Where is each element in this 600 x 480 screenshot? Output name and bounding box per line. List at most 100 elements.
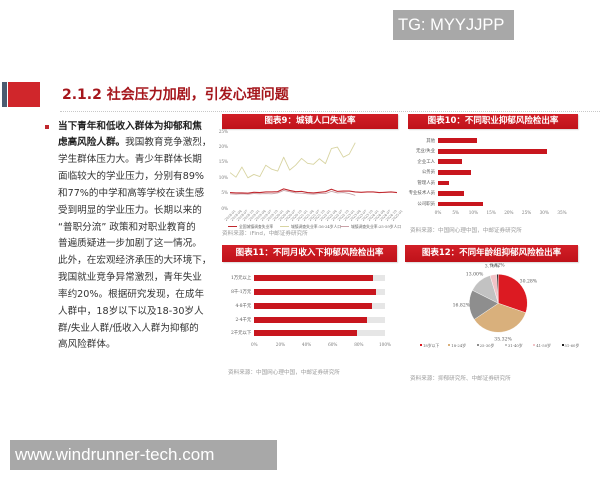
body-paragraph: 当下青年和低收入群体为抑郁和焦 虑高风险人群。我国教育竞争激烈， 学生群体压力大… [58,119,218,355]
chart-source: 资料来源：中国网心理中国，中邮证券研究所 [228,370,340,376]
body-text: 学生群体压力大。青少年群体长期 [58,154,202,166]
y-tick-label: 10% [218,174,228,180]
pie-slice [498,274,528,314]
data-bar [438,148,548,154]
legend-swatch [476,344,479,346]
body-text-line: 高风险群体。 [58,337,218,354]
legend-label: 全国城镇调查失业率 [239,224,274,230]
x-tick-label: 20% [275,341,286,347]
body-text-line: 和77%的中学和高等学校在读生感 [58,186,218,203]
legend-label: 25-30岁 [479,342,495,348]
slice-label: 13.00% [465,272,484,278]
body-text: “普职分流” 政策和对职业教育的 [58,221,196,233]
chart-source: 资料来源：中国网心理中国，中邮证券研究所 [410,228,522,234]
legend-swatch [340,226,349,227]
data-bar [438,191,465,196]
body-text: 此外，在宏观经济承压的大环境下， [58,255,212,267]
series-line [230,188,397,194]
series-line [230,189,356,196]
x-tick-label: 10% [468,210,479,215]
chart-source: 资料来源：抑郁研究所、中邮证券研究所 [410,376,511,382]
x-tick-label: 35% [557,210,567,215]
pie-slice [496,274,499,304]
body-text-line: 人群中，18岁以下以及18-30岁人 [58,304,218,321]
x-tick-label: 15% [486,210,496,215]
legend-label: 城镇调查失业率:25-59岁人口 [351,224,402,230]
data-bar [438,169,471,175]
data-bar [254,275,374,282]
bold-text: 当下青年和低收入群体为抑郁和焦 [58,120,202,132]
category-label: 公司职员 [417,202,435,207]
legend-swatch [448,344,451,346]
category-label: 2-4千元 [235,317,252,323]
chart-occupation-bar: 图表10：不同职业抑郁风险检出率 资料来源：中国网心理中国，中邮证券研究所 其他… [405,113,585,238]
section-title: 2.1.2 社会压力加剧，引发心理问题 [62,87,289,103]
y-tick-label: 0% [221,205,228,211]
y-tick-label: 15% [218,159,228,165]
chart-title: 图表11：不同月收入下抑郁风险检出率 [222,245,397,262]
data-bar [254,330,358,337]
x-tick-label: 0% [434,210,442,215]
slice-label: 3.76% [484,264,500,270]
body-text: 我国就业竞争异常激烈，青年失业 [58,272,202,284]
x-tick-label: 25% [521,210,532,215]
category-label: 专业技术人员 [408,191,435,197]
legend-label: 51-60岁 [564,342,580,348]
legend-label: 18岁以下 [423,342,440,348]
watermark-website: www.windrunner-tech.com [10,440,277,470]
category-label: 8千-1万元 [231,290,252,296]
data-bar [254,289,376,296]
chart-age-pie: 图表12：不同年龄组抑郁风险检出率 资料来源：抑郁研究所、中邮证券研究所 30.… [405,244,585,384]
x-tick-label: 20% [504,210,514,215]
chart-income-bar: 图表11：不同月收入下抑郁风险检出率 资料来源：中国网心理中国，中邮证券研究所 … [218,244,400,379]
body-text-line: 普遍质疑进一步加剧了这一情况。 [58,236,218,253]
x-tick-label: 80% [354,341,364,347]
legend-label: 18-24岁 [451,342,467,348]
x-tick-label: 0% [250,341,258,347]
data-bar [438,201,483,207]
x-tick-label: 30% [539,210,549,215]
legend-label: 41-50岁 [536,342,551,348]
chart-title: 图表12：不同年龄组抑郁风险检出率 [405,245,578,262]
data-bar [438,138,478,144]
series-line [230,142,356,179]
slice-label: 0.82% [490,263,505,269]
body-text: 普遍质疑进一步加剧了这一情况。 [58,238,202,250]
category-label: 2千元以下 [230,331,252,337]
slice-label: 35.32% [494,337,512,343]
x-tick-label: 100% [379,341,391,347]
chart-title: 图表9：城镇人口失业率 [222,114,398,129]
legend-swatch [504,344,507,346]
legend-label: 31-40岁 [507,342,523,348]
bold-text: 虑高风险人群。 [58,137,126,149]
header-divider [60,111,600,112]
slice-label: 16.82% [452,303,471,309]
data-bar [254,316,368,323]
x-tick-label: 60% [328,341,338,347]
bullet-icon [45,125,49,129]
body-text-line: 面临较大的学业压力，分别有89% [58,169,218,186]
x-tick-label: 40% [301,341,312,347]
category-label: 公务员 [421,170,435,176]
line-plot [230,142,397,196]
body-text-line: 此外，在宏观经济承压的大环境下， [58,253,218,270]
category-label: 企业工人 [417,159,435,165]
watermark-telegram: TG: MYYJJPP [393,10,514,40]
body-text-line: “普职分流” 政策和对职业教育的 [58,220,218,237]
x-tick-label: 5% [452,210,460,215]
legend-swatch [228,226,237,227]
legend-swatch [280,226,289,227]
category-label: 其他 [426,138,435,144]
body-text: 受到明显的学业压力。长期以来的 [58,204,202,216]
category-label: 无业/失业 [415,149,435,155]
body-text: 和77%的中学和高等学校在读生感 [58,187,205,199]
data-bar [438,159,463,165]
body-text-line: 群/失业人群/低收入人群为抑郁的 [58,321,218,338]
body-text: 人群中，18岁以下以及18-30岁人 [58,305,204,317]
chart-unemployment-line: 图表9：城镇人口失业率 资料来源：iFind，中邮证券研究所 0% 5% 10% 15… [218,113,404,238]
y-tick-label: 5% [221,190,228,196]
chart-title: 图表10：不同职业抑郁风险检出率 [408,114,578,129]
y-tick-label: 25% [218,128,228,134]
body-text: 高风险群体。 [58,339,116,351]
body-text-line: 率约20%。根据研究发现，在成年 [58,287,218,304]
